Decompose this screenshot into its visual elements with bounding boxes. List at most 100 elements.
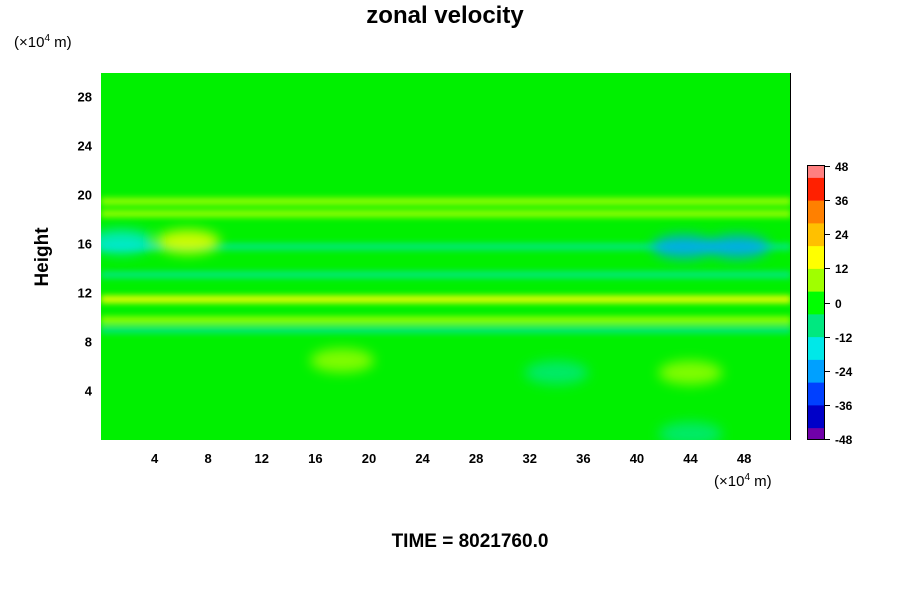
heatmap-spot: [101, 229, 154, 254]
colorbar-swatch: [808, 228, 824, 235]
x-tick-label: 48: [736, 451, 752, 466]
heatmap-band: [101, 295, 790, 304]
colorbar-swatch: [808, 166, 824, 173]
x-tick-label: 8: [204, 451, 212, 466]
y-tick-label: 20: [77, 187, 92, 203]
colorbar-swatch: [808, 370, 824, 377]
colorbar-tick-mark: [825, 439, 830, 440]
colorbar-swatch: [808, 421, 824, 429]
colorbar-swatch: [808, 222, 824, 230]
colorbar-swatch: [808, 410, 824, 417]
y-tick-label: 16: [77, 236, 92, 252]
colorbar-gradient: [808, 166, 824, 440]
colorbar-swatch: [808, 205, 824, 212]
colorbar-tick-mark: [825, 302, 830, 304]
colorbar-tick-label: -36: [835, 398, 853, 413]
colorbar: [807, 165, 825, 440]
x-tick-label: 20: [361, 451, 377, 466]
heatmap-band: [101, 316, 790, 325]
colorbar-swatch: [808, 393, 824, 400]
colorbar-swatch: [808, 319, 824, 326]
colorbar-swatch: [808, 330, 824, 338]
colorbar-swatch: [808, 365, 824, 372]
heatmap-spot: [651, 234, 716, 259]
colorbar-swatch: [808, 183, 824, 190]
colorbar-swatch: [808, 416, 824, 423]
colorbar-tick-label: -12: [835, 330, 853, 345]
plot-area: [101, 73, 791, 440]
colorbar-tick-label: -48: [835, 433, 853, 447]
colorbar-swatch: [808, 194, 824, 201]
heatmap-band: [101, 242, 790, 251]
x-tick-label: 44: [683, 451, 698, 466]
colorbar-swatch: [808, 359, 824, 366]
y-tick-label: 24: [77, 138, 92, 154]
colorbar-swatch: [808, 251, 824, 258]
colorbar-swatch: [808, 239, 824, 247]
colorbar-tick-mark: [825, 268, 830, 270]
colorbar-tick-label: 24: [835, 228, 849, 243]
heatmap-band: [101, 325, 790, 334]
colorbar-swatch: [808, 274, 824, 281]
y-unit-label: (×104 m): [14, 33, 72, 51]
y-tick-label: 8: [84, 334, 92, 350]
x-tick-label: 24: [415, 451, 430, 466]
colorbar-swatch: [808, 262, 824, 269]
colorbar-swatch: [808, 291, 824, 298]
colorbar-swatch: [808, 217, 824, 224]
colorbar-tick-mark: [825, 404, 830, 406]
colorbar-tick-label: 0: [835, 296, 842, 311]
colorbar-swatch: [808, 211, 824, 218]
heatmap-spot: [705, 234, 770, 259]
colorbar-swatch: [808, 302, 824, 309]
colorbar-swatch: [808, 313, 824, 321]
x-tick-label: 16: [308, 451, 323, 466]
x-tick-label: 28: [468, 451, 484, 466]
heatmap-spot: [156, 229, 221, 254]
colorbar-swatch: [808, 433, 824, 440]
colorbar-tick-mark: [825, 200, 830, 202]
y-tick-label: 12: [77, 285, 92, 301]
colorbar-swatch: [808, 279, 824, 286]
colorbar-swatch: [808, 177, 824, 184]
x-tick-label: 40: [629, 451, 645, 466]
colorbar-tick-label: 36: [835, 194, 849, 209]
colorbar-swatch: [808, 296, 824, 303]
heatmap-field: [101, 73, 790, 440]
colorbar-swatch: [808, 427, 824, 434]
colorbar-swatch: [808, 234, 824, 241]
colorbar-tick-mark: [825, 234, 830, 236]
colorbar-tick-label: 12: [835, 262, 849, 277]
colorbar-swatch: [808, 268, 824, 275]
colorbar-swatch: [808, 257, 824, 264]
heatmap-spot: [310, 348, 375, 373]
colorbar-swatch: [808, 188, 824, 195]
heatmap-band: [101, 197, 790, 206]
colorbar-tick-label: 48: [835, 160, 849, 174]
heatmap-spot: [658, 360, 723, 385]
x-tick-label: 36: [576, 451, 591, 466]
y-axis-label: Height: [32, 227, 53, 287]
colorbar-swatch: [808, 404, 824, 412]
colorbar-tick-mark: [825, 370, 830, 372]
colorbar-swatch: [808, 245, 824, 252]
x-tick-label: 4: [150, 451, 159, 466]
colorbar-swatch: [808, 399, 824, 406]
y-tick-label: 4: [84, 383, 92, 399]
colorbar-swatch: [808, 376, 824, 383]
x-tick-label: 32: [522, 451, 537, 466]
colorbar-swatch: [808, 382, 824, 389]
colorbar-swatch: [808, 285, 824, 292]
colorbar-swatch: [808, 342, 824, 349]
x-unit-label: (×104 m): [714, 472, 772, 490]
time-label: TIME = 8021760.0: [391, 531, 549, 552]
x-tick-label: 12: [254, 451, 269, 466]
colorbar-swatch: [808, 171, 824, 178]
y-tick-label: 28: [77, 89, 92, 105]
colorbar-tick-label: -24: [835, 364, 853, 379]
colorbar-tick-mark: [825, 166, 830, 167]
colorbar-swatch: [808, 387, 824, 394]
chart-title: zonal velocity: [366, 2, 524, 29]
heatmap-band: [101, 270, 790, 279]
heatmap-spot: [524, 360, 589, 385]
